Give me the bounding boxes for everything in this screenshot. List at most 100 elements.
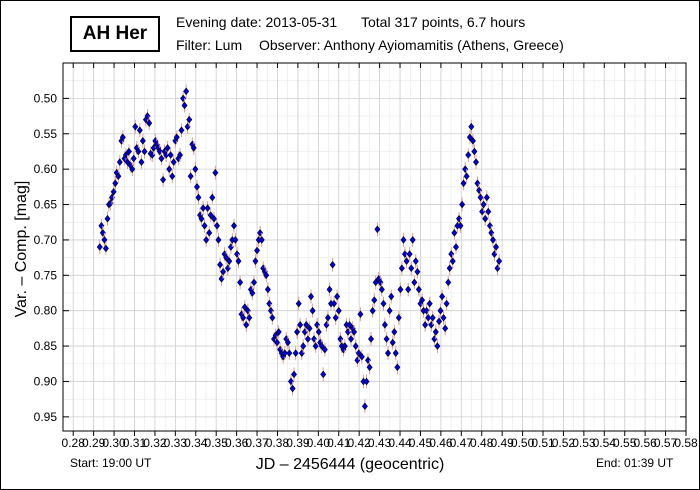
data-point (289, 384, 296, 393)
data-point (374, 225, 381, 234)
data-point (156, 147, 163, 156)
data-point (358, 352, 365, 361)
x-tick-label: 0.35 (205, 436, 229, 450)
x-tick-label: 0.40 (307, 436, 331, 450)
data-point (426, 299, 433, 308)
data-point (284, 338, 291, 347)
data-point (425, 313, 432, 322)
data-point (369, 306, 376, 315)
x-tick-label: 0.49 (490, 436, 514, 450)
data-point (392, 349, 399, 357)
data-point (217, 260, 224, 269)
data-point (263, 271, 270, 280)
data-point (122, 151, 129, 159)
x-axis-label: JD – 2456444 (geocentric) (255, 456, 445, 473)
data-point (378, 285, 385, 294)
data-point (485, 207, 492, 216)
data-point (136, 126, 143, 135)
data-point (439, 292, 446, 301)
x-tick-label: 0.55 (613, 436, 637, 450)
data-point (237, 278, 244, 287)
x-tick-label: 0.34 (184, 436, 208, 450)
plot-border (62, 62, 687, 432)
data-point (141, 147, 148, 156)
data-point (352, 342, 359, 350)
data-point (406, 250, 413, 258)
data-point (446, 264, 453, 273)
x-tick-label: 0.36 (225, 436, 249, 450)
data-point (451, 229, 458, 237)
data-point (158, 154, 165, 163)
data-point (274, 338, 281, 347)
data-point (164, 144, 171, 152)
y-tick-label: 0.80 (34, 304, 58, 318)
data-point (341, 342, 348, 350)
data-point (469, 137, 476, 145)
data-point (391, 328, 398, 336)
x-tick-label: 0.38 (266, 436, 290, 450)
data-point (324, 313, 331, 322)
data-point (201, 221, 208, 230)
data-point (403, 257, 410, 265)
data-point (275, 328, 282, 336)
data-point (254, 246, 261, 255)
data-point (456, 214, 463, 223)
data-point (436, 317, 443, 326)
data-point (394, 363, 401, 372)
data-point (312, 342, 319, 350)
data-point (355, 349, 362, 357)
data-point (388, 292, 395, 301)
plot-area (63, 63, 686, 431)
x-tick-label: 0.28 (62, 436, 86, 450)
x-tick-label: 0.29 (82, 436, 106, 450)
data-point (398, 264, 405, 273)
data-point (307, 292, 314, 301)
data-point (160, 175, 167, 184)
data-point (294, 328, 301, 336)
data-point (419, 296, 426, 304)
data-point (332, 313, 339, 322)
x-tick-label: 0.48 (470, 436, 494, 450)
data-point (249, 289, 256, 297)
data-point (177, 151, 184, 159)
data-point (473, 158, 479, 166)
data-point (169, 172, 176, 181)
data-point (363, 377, 370, 386)
data-point (434, 342, 441, 350)
data-point (405, 285, 412, 294)
x-tick-label: 0.44 (388, 436, 412, 450)
y-tick-label: 0.55 (34, 127, 58, 141)
y-tick-label: 0.85 (34, 339, 58, 353)
data-point (214, 221, 220, 230)
data-point (112, 179, 119, 188)
y-tick-label: 0.60 (34, 162, 58, 176)
star-name: AH Her (82, 23, 148, 44)
data-point (251, 278, 257, 287)
data-point (493, 243, 500, 251)
data-point (489, 236, 496, 244)
data-point (272, 331, 279, 340)
data-point (348, 335, 354, 343)
y-tick-label: 0.70 (34, 233, 58, 247)
data-point (480, 200, 487, 209)
data-point (212, 168, 219, 177)
data-point (459, 200, 466, 209)
data-point (357, 310, 364, 319)
x-tick-label: 0.51 (531, 436, 555, 450)
data-point (384, 349, 391, 357)
data-point (124, 158, 131, 166)
x-tick-label: 0.52 (552, 436, 576, 450)
data-point (309, 306, 316, 315)
data-point (303, 321, 310, 329)
data-point (334, 292, 341, 301)
data-point (291, 370, 298, 379)
data-point (386, 306, 393, 315)
data-point (146, 119, 153, 127)
total-points: Total 317 points, 6.7 hours (361, 14, 526, 30)
data-point (180, 94, 187, 103)
filter-info: Filter: Lum (176, 37, 243, 53)
data-point (129, 165, 136, 173)
data-point (377, 278, 384, 287)
x-tick-label: 0.42 (348, 436, 372, 450)
